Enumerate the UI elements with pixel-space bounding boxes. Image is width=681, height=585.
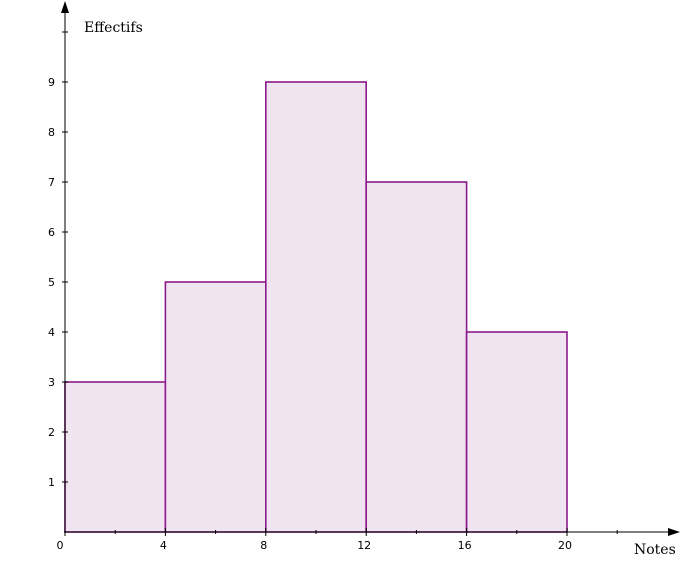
- y-tick-label: 5: [48, 276, 55, 289]
- x-axis-arrow: [668, 528, 680, 536]
- y-tick-label: 4: [48, 326, 55, 339]
- axes: [61, 1, 680, 536]
- y-tick-label: 8: [48, 126, 55, 139]
- y-axis-title: Effectifs: [84, 20, 143, 36]
- x-tick-label: 20: [558, 539, 572, 552]
- y-tick-label: 2: [48, 426, 55, 439]
- x-tick-label: 16: [458, 539, 472, 552]
- histogram-bars: [64, 81, 568, 533]
- x-axis-title: Notes: [634, 542, 676, 558]
- histogram-bar: [164, 281, 267, 533]
- y-axis-arrow: [61, 1, 69, 13]
- x-tick-label: 8: [260, 539, 267, 552]
- x-tick-label: 12: [357, 539, 371, 552]
- y-tick-label: 3: [48, 376, 55, 389]
- histogram-bar: [465, 331, 568, 533]
- y-tick-label: 7: [48, 176, 55, 189]
- x-tick-label: 4: [160, 539, 167, 552]
- y-tick-label: 1: [48, 476, 55, 489]
- histogram-bar: [64, 381, 167, 533]
- y-tick-label: 6: [48, 226, 55, 239]
- histogram-bar: [365, 181, 468, 533]
- y-tick-label: 9: [48, 76, 55, 89]
- x-tick-label: 0: [57, 539, 64, 552]
- histogram-bar: [264, 81, 367, 533]
